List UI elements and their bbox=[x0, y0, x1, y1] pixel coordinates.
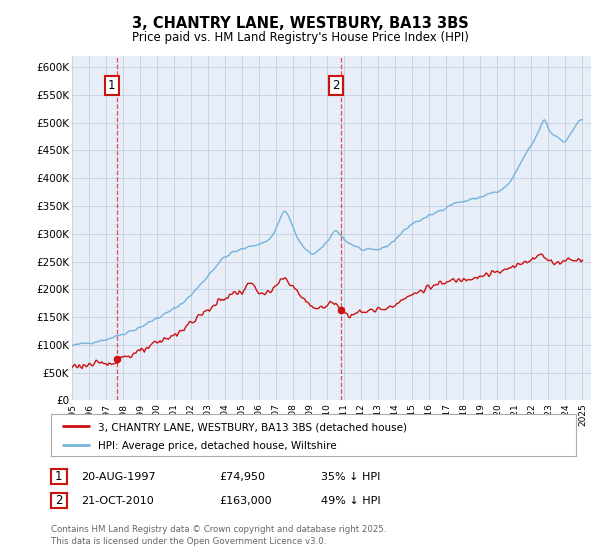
Text: 3, CHANTRY LANE, WESTBURY, BA13 3BS (detached house): 3, CHANTRY LANE, WESTBURY, BA13 3BS (det… bbox=[98, 422, 407, 432]
Text: 49% ↓ HPI: 49% ↓ HPI bbox=[321, 496, 380, 506]
Text: 21-OCT-2010: 21-OCT-2010 bbox=[81, 496, 154, 506]
Text: 1: 1 bbox=[108, 80, 116, 92]
Text: £74,950: £74,950 bbox=[219, 472, 265, 482]
Text: 2: 2 bbox=[332, 80, 340, 92]
Text: Price paid vs. HM Land Registry's House Price Index (HPI): Price paid vs. HM Land Registry's House … bbox=[131, 31, 469, 44]
Text: 20-AUG-1997: 20-AUG-1997 bbox=[81, 472, 155, 482]
Text: 3, CHANTRY LANE, WESTBURY, BA13 3BS: 3, CHANTRY LANE, WESTBURY, BA13 3BS bbox=[131, 16, 469, 31]
Text: 2: 2 bbox=[55, 494, 62, 507]
Text: HPI: Average price, detached house, Wiltshire: HPI: Average price, detached house, Wilt… bbox=[98, 441, 337, 451]
Text: 35% ↓ HPI: 35% ↓ HPI bbox=[321, 472, 380, 482]
Text: Contains HM Land Registry data © Crown copyright and database right 2025.
This d: Contains HM Land Registry data © Crown c… bbox=[51, 525, 386, 546]
Text: £163,000: £163,000 bbox=[219, 496, 272, 506]
Text: 1: 1 bbox=[55, 470, 62, 483]
